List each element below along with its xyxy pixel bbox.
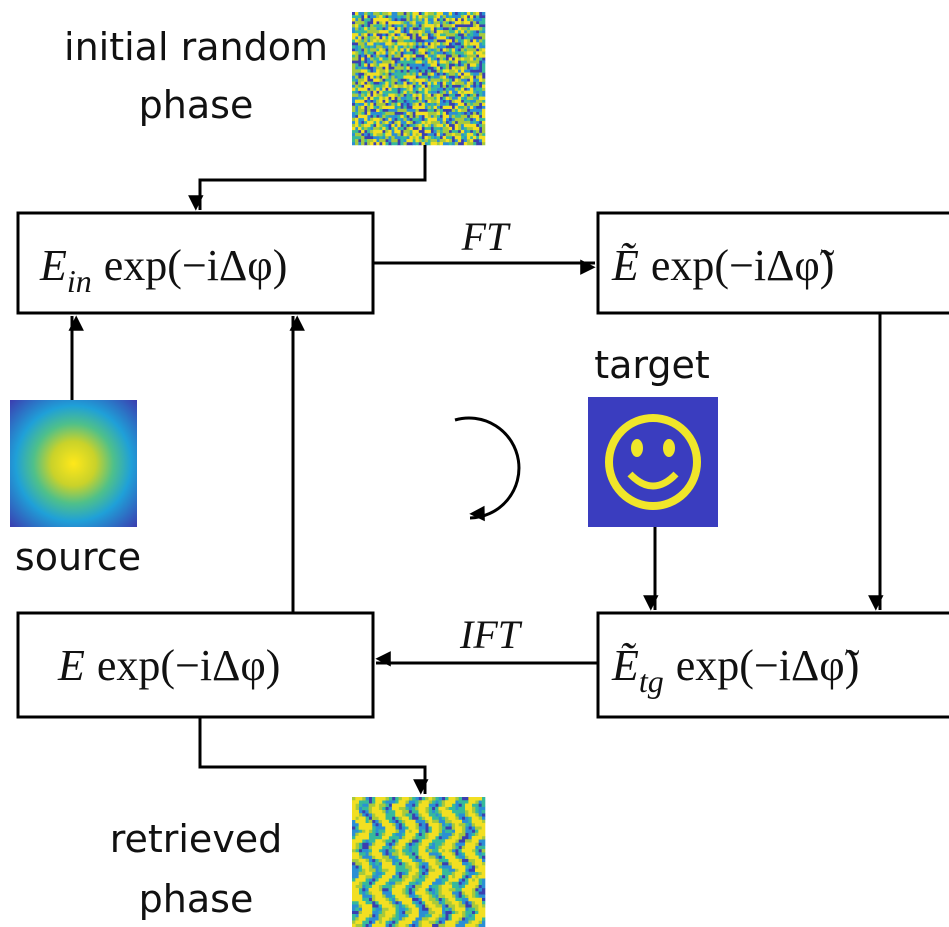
subscript: tg xyxy=(639,663,664,699)
source-image xyxy=(10,400,137,527)
arrow xyxy=(200,145,425,210)
target-image xyxy=(588,397,718,527)
output-label: retrieved xyxy=(110,817,283,861)
edge-label: IFT xyxy=(459,612,523,657)
input-label: phase xyxy=(139,83,254,127)
expression: exp(−iΔφ̃) xyxy=(651,241,835,290)
loop-arrow xyxy=(455,418,519,518)
symbol: Ẽ xyxy=(611,641,639,690)
random-phase-image xyxy=(352,12,485,145)
expression: exp(−iΔφ̃) xyxy=(676,641,860,690)
expression: exp(−iΔφ) xyxy=(97,641,281,690)
symbol: E xyxy=(57,641,85,690)
arrow xyxy=(200,717,425,794)
target-label: target xyxy=(594,343,710,387)
subscript: in xyxy=(67,263,92,299)
expression: exp(−iΔφ) xyxy=(104,241,288,290)
diagram: initial random phase source target retri… xyxy=(0,0,949,927)
input-label: initial random xyxy=(64,25,328,69)
source-label: source xyxy=(15,535,141,579)
edge-label: FT xyxy=(461,214,511,259)
symbol: Ẽ xyxy=(611,241,639,290)
symbol: E xyxy=(39,241,67,290)
output-label: phase xyxy=(139,877,254,921)
retrieved-phase-image xyxy=(352,797,485,927)
